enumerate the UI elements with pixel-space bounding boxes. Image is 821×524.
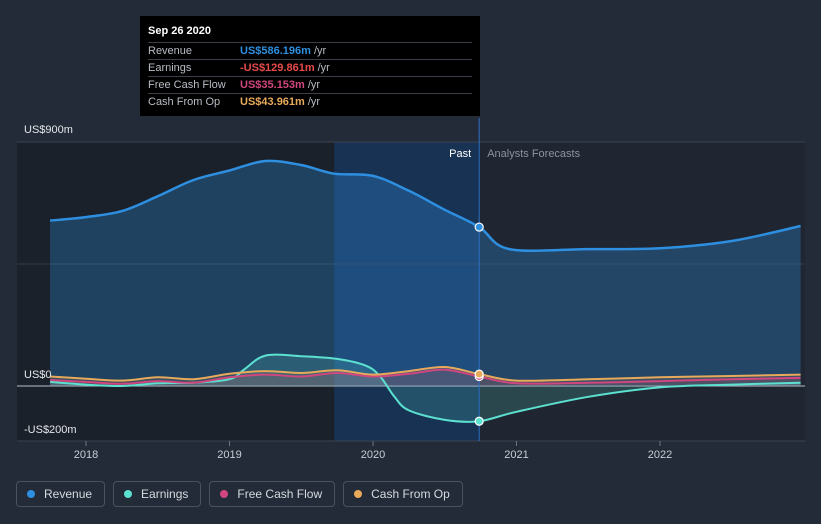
revenue-line	[49, 159, 801, 253]
tooltip-value: US$586.196m	[240, 45, 311, 57]
tooltip-value: US$35.153m	[240, 79, 305, 91]
free-cash-flow-area	[50, 369, 801, 386]
chart-legend: Revenue Earnings Free Cash Flow Cash Fro…	[16, 481, 463, 507]
x-axis-ticks: 2018 2019 2020 2021 2022	[74, 441, 672, 461]
tooltip-row-free-cash-flow: Free Cash Flow US$35.153m /yr	[148, 76, 472, 93]
series-markers	[474, 222, 484, 426]
x-tick-label: 2019	[217, 449, 241, 461]
legend-label: Cash From Op	[371, 487, 450, 501]
y-axis-label: US$0	[24, 369, 52, 381]
tooltip-label: Revenue	[148, 45, 193, 57]
cash-from-op-dot-icon	[354, 490, 363, 498]
tooltip-date: Sep 26 2020	[148, 25, 211, 37]
y-axis-label: US$900m	[24, 124, 73, 136]
tooltip-unit: /yr	[307, 79, 321, 91]
series-lines	[49, 159, 801, 423]
cash-from-op-marker	[474, 369, 484, 379]
tooltip-unit: /yr	[307, 96, 321, 108]
legend-label: Earnings	[141, 487, 189, 501]
tooltip-label: Earnings	[148, 62, 192, 74]
tooltip-row-revenue: Revenue US$586.196m /yr	[148, 42, 472, 59]
tooltip-value: -US$129.861m	[240, 62, 315, 74]
tooltip-label: Free Cash Flow	[148, 79, 226, 91]
cash-from-op-area	[50, 366, 801, 386]
earnings-marker	[474, 416, 484, 426]
free-cash-flow-line	[50, 368, 801, 385]
earnings-area	[50, 354, 801, 422]
y-axis-label: -US$200m	[24, 424, 77, 436]
tooltip-row-earnings: Earnings -US$129.861m /yr	[148, 59, 472, 76]
tooltip-row-cash-from-op: Cash From Op US$43.961m /yr	[148, 93, 472, 110]
tooltip-value: US$43.961m	[240, 96, 305, 108]
x-tick-label: 2020	[361, 449, 385, 461]
cash-from-op-line	[50, 365, 801, 382]
tooltip-label: Cash From Op	[148, 96, 221, 108]
revenue-marker	[474, 222, 484, 232]
legend-revenue[interactable]: Revenue	[16, 481, 106, 507]
y-axis-labels: US$900m US$0 -US$200m	[24, 124, 77, 436]
highlight-band	[334, 142, 480, 441]
x-tick-label: 2021	[504, 449, 528, 461]
earnings-line	[50, 353, 801, 423]
x-tick-label: 2022	[648, 449, 672, 461]
legend-earnings[interactable]: Earnings	[113, 481, 202, 507]
free-cash-flow-dot-icon	[220, 490, 229, 498]
x-tick-label: 2018	[74, 449, 98, 461]
data-tooltip: Sep 26 2020 Revenue US$586.196m /yr Earn…	[140, 16, 480, 116]
legend-free-cash-flow[interactable]: Free Cash Flow	[209, 481, 336, 507]
series-areas	[50, 160, 801, 422]
legend-label: Revenue	[44, 487, 93, 501]
legend-cash-from-op[interactable]: Cash From Op	[343, 481, 463, 507]
earnings-dot-icon	[124, 490, 133, 498]
legend-label: Free Cash Flow	[237, 487, 323, 501]
tooltip-unit: /yr	[317, 62, 330, 74]
revenue-area	[50, 160, 801, 386]
tooltip-unit: /yr	[313, 45, 327, 57]
past-label: Past	[449, 148, 471, 160]
revenue-dot-icon	[27, 490, 35, 498]
forecast-label: Analysts Forecasts	[487, 148, 580, 160]
